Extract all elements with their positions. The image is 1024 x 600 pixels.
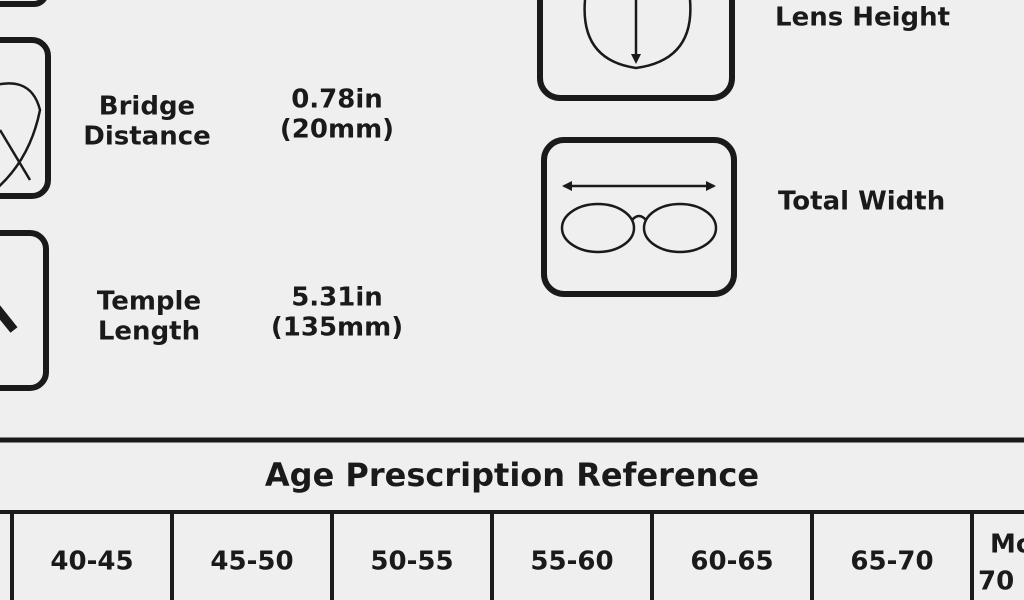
glasses-lens [642, 202, 718, 254]
bridge-icon-lens [0, 82, 42, 188]
value: 0.78in [291, 85, 383, 115]
label: Bridge [99, 92, 195, 122]
table-cell: 65-70 [850, 547, 933, 577]
glasses-lens [560, 202, 636, 254]
lens-outline [583, 0, 692, 70]
value: (135mm) [271, 313, 403, 343]
total-width-icon [541, 137, 737, 297]
label: Temple [97, 287, 201, 317]
temple-icon-arm [0, 305, 18, 333]
bridge-icon-line [0, 129, 32, 181]
table-title: Age Prescription Reference [265, 456, 759, 494]
table: 40-45 45-50 50-55 55-60 60-65 65-70 [0, 510, 1024, 600]
table-cell: 55-60 [530, 547, 613, 577]
label: Total Width [778, 187, 945, 217]
table-cell: 70 [978, 567, 1014, 597]
lens-height-icon [537, 0, 735, 101]
label: Distance [83, 122, 211, 152]
lens-arrow-head [631, 54, 641, 64]
label: Lens Height [775, 3, 950, 33]
icon-box [0, 0, 47, 7]
label: Length [98, 317, 200, 347]
table-cell: 40-45 [50, 547, 133, 577]
value: (20mm) [280, 115, 394, 145]
table-cell: 50-55 [370, 547, 453, 577]
table-cell: Mo [990, 530, 1024, 560]
temple-icon [0, 230, 49, 391]
glasses-bridge [631, 214, 647, 221]
bridge-icon [0, 37, 51, 199]
table-cell: 45-50 [210, 547, 293, 577]
value: 5.31in [291, 283, 383, 313]
table-cell: 60-65 [690, 547, 773, 577]
